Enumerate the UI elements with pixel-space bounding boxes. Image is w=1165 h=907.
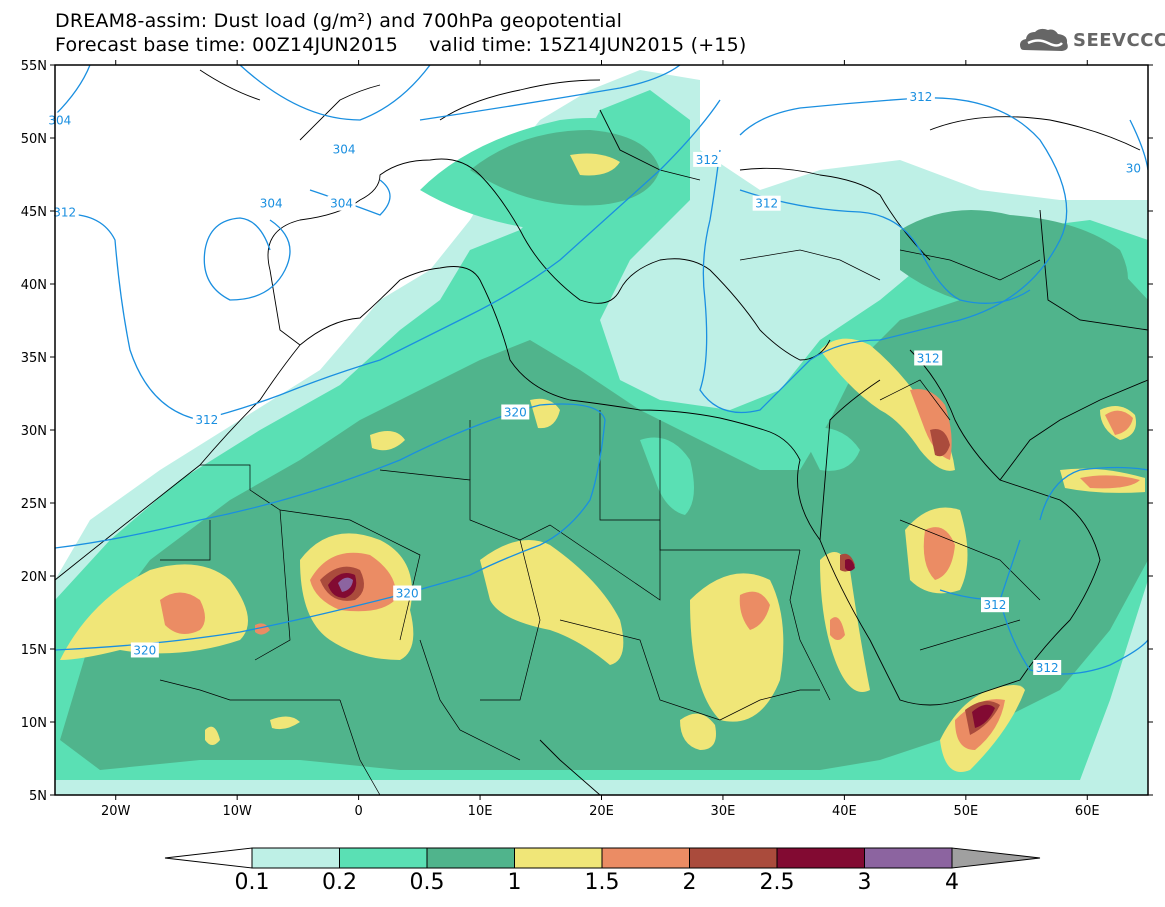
lon-tick-label: 10E: [468, 804, 493, 819]
contour-label: 320: [504, 405, 527, 419]
lon-tick-label: 20E: [589, 804, 614, 819]
contour-label: 304: [333, 143, 356, 157]
contour-label: 304: [260, 197, 283, 211]
contour-label-bg: [752, 195, 781, 211]
colorbar-swatch: [864, 847, 953, 869]
contour-label-bg: [693, 151, 722, 167]
contour-label: 312: [909, 90, 932, 104]
longitude-axis: 20W 10W 0 10E 20E 30E 40E 50E 60E: [101, 60, 1100, 819]
lat-tick-label: 30N: [21, 424, 47, 439]
colorbar-label: 2: [683, 870, 697, 895]
seevccc-logo-text: SEEVCCC: [1073, 30, 1165, 51]
colorbar-swatch: [514, 847, 603, 869]
colorbar-swatch: [689, 847, 778, 869]
contour-label-bg: [45, 112, 74, 128]
dust-load-colorbar: 0.1 0.2 0.5 1 1.5 2 2.5 3 4: [164, 847, 1041, 895]
lat-tick-label: 45N: [21, 205, 47, 220]
contour-label: 312: [696, 153, 719, 167]
contour-label: 312: [755, 197, 778, 211]
contour-label-bg: [914, 350, 943, 366]
lon-tick-label: 10W: [222, 804, 252, 819]
dust-area-0.5-caspian: [900, 210, 1128, 315]
lat-tick-label: 40N: [21, 278, 47, 293]
colorbar-high-arrow: [951, 847, 1041, 869]
contour-label: 304: [48, 113, 71, 127]
contour-label-bg: [192, 411, 221, 427]
contour-labels: 3043043043043123043123123123031231232032…: [45, 89, 1144, 675]
contour-label-bg: [1123, 160, 1144, 176]
lat-tick-label: 20N: [21, 570, 47, 585]
colorbar-label: 0.5: [410, 870, 445, 895]
contour-label-bg: [257, 195, 286, 211]
contour-label: 312: [53, 205, 76, 219]
lon-tick-label: 20W: [101, 804, 131, 819]
contour-label: 320: [133, 643, 156, 657]
contour-label-bg: [393, 585, 422, 601]
lat-tick-label: 50N: [21, 132, 47, 147]
colorbar-swatch: [426, 847, 515, 869]
colorbar-swatch: [251, 847, 340, 869]
forecast-time-line: Forecast base time: 00Z14JUN2015 valid t…: [55, 34, 747, 56]
lon-tick-label: 60E: [1075, 804, 1100, 819]
geopotential-contours: [55, 65, 1148, 675]
colorbar-swatch: [601, 847, 690, 869]
contour-label: 312: [195, 413, 218, 427]
colorbar-label: 1.5: [585, 870, 620, 895]
lon-tick-label: 50E: [953, 804, 978, 819]
colorbar-label: 1: [508, 870, 522, 895]
contour-label-bg: [980, 597, 1009, 613]
colorbar-label: 0.1: [235, 870, 270, 895]
colorbar-label: 3: [858, 870, 872, 895]
dust-area-3: [338, 577, 353, 592]
dust-area-0.5-europe: [470, 130, 660, 206]
coastlines: [55, 69, 1148, 795]
contour-label: 304: [330, 197, 353, 211]
colorbar-label: 0.2: [322, 870, 357, 895]
country-borders: [159, 249, 1041, 795]
latitude-axis: 55N 50N 45N 40N 35N 30N 25N 20N 15N 10N 5N: [21, 59, 1153, 804]
contour-label-bg: [50, 204, 79, 220]
colorbar-swatch: [339, 847, 428, 869]
colorbar-label: 2.5: [760, 870, 795, 895]
seevccc-cloud-logo-icon: [1020, 28, 1068, 51]
contour-label: 312: [984, 598, 1007, 612]
colorbar-low-arrow: [164, 847, 253, 869]
contour-label: 320: [396, 587, 419, 601]
contour-label: 312: [917, 351, 940, 365]
contour-label: 312: [1036, 661, 1059, 675]
contour-label: 30: [1126, 162, 1141, 176]
colorbar-swatch: [776, 847, 865, 869]
map-title: DREAM8-assim: Dust load (g/m²) and 700hP…: [55, 10, 623, 32]
lat-tick-label: 10N: [21, 716, 47, 731]
lon-tick-label: 0: [354, 804, 362, 819]
contour-label-bg: [130, 642, 159, 658]
lat-tick-label: 25N: [21, 497, 47, 512]
lat-tick-label: 15N: [21, 643, 47, 658]
lat-tick-label: 55N: [21, 59, 47, 74]
colorbar-label: 4: [945, 870, 959, 895]
lon-tick-label: 30E: [711, 804, 736, 819]
contour-label-bg: [906, 89, 935, 105]
lat-tick-label: 5N: [29, 789, 47, 804]
dust-clear-patch: [640, 437, 694, 515]
contour-label-bg: [330, 141, 359, 157]
contour-label-bg: [1033, 659, 1062, 675]
contour-label-bg: [327, 195, 356, 211]
dust-clear-patch-2: [800, 427, 860, 471]
lon-tick-label: 40E: [832, 804, 857, 819]
lat-tick-label: 35N: [21, 351, 47, 366]
contour-label-bg: [501, 404, 530, 420]
